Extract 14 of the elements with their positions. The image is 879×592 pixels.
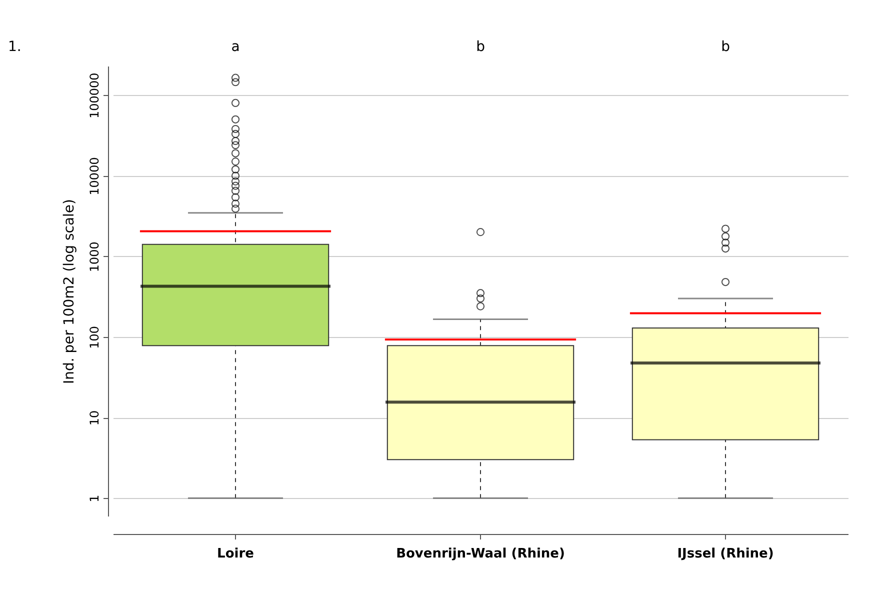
- x-tick-label: Loire: [217, 546, 254, 562]
- y-tick-label: 10: [88, 410, 102, 426]
- text: a: [231, 39, 240, 55]
- text: b: [721, 39, 730, 55]
- y-tick-label: 1: [88, 494, 102, 502]
- y-tick-label: 10000: [88, 157, 102, 196]
- y-tick-label: 100: [88, 326, 102, 349]
- y-tick-label: 1000: [88, 242, 102, 272]
- text: 1.: [8, 39, 22, 55]
- y-tick-label: 100000: [88, 72, 102, 119]
- x-tick-label: IJssel (Rhine): [677, 546, 774, 562]
- x-tick-label: Bovenrijn-Waal (Rhine): [396, 546, 565, 562]
- y-axis-title: Ind. per 100m2 (log scale): [62, 198, 78, 384]
- text: b: [476, 39, 486, 55]
